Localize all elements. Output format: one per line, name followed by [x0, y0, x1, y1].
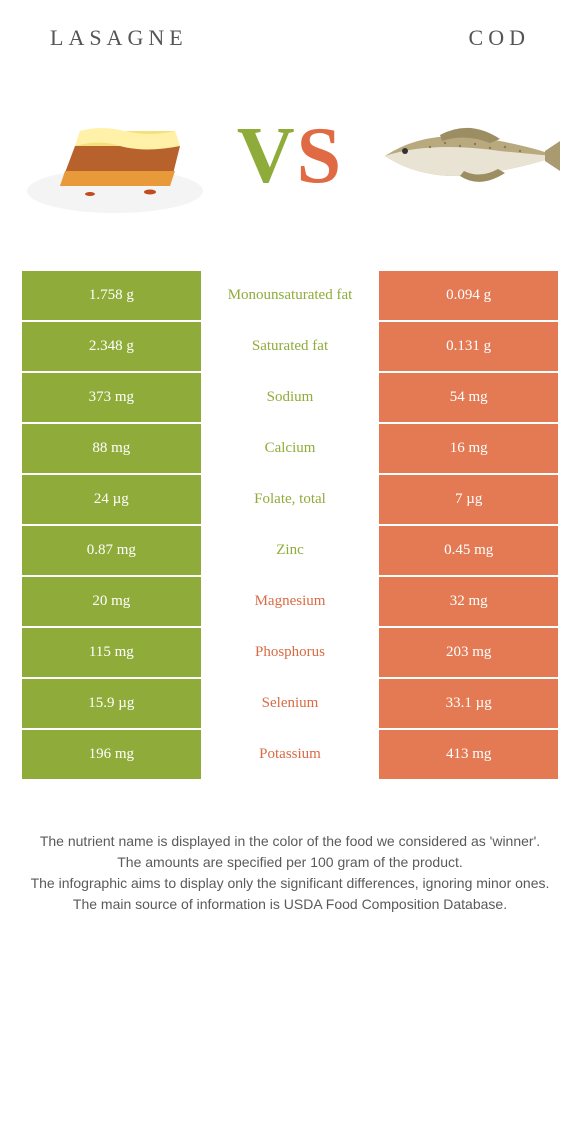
footer-line-3: The infographic aims to display only the… [28, 873, 552, 894]
left-food-title: LASAGNE [50, 25, 188, 51]
table-row: 88 mgCalcium16 mg [22, 424, 558, 475]
nutrient-label: Folate, total [201, 475, 380, 526]
nutrient-label: Saturated fat [201, 322, 380, 373]
table-row: 24 µgFolate, total7 µg [22, 475, 558, 526]
left-value: 115 mg [22, 628, 201, 679]
comparison-header: LASAGNE COD [0, 0, 580, 61]
left-value: 0.87 mg [22, 526, 201, 577]
left-value: 1.758 g [22, 271, 201, 322]
footer-notes: The nutrient name is displayed in the co… [0, 781, 580, 915]
footer-line-2: The amounts are specified per 100 gram o… [28, 852, 552, 873]
nutrient-label: Potassium [201, 730, 380, 781]
lasagne-image [20, 91, 210, 221]
vs-v: V [237, 111, 297, 202]
table-row: 115 mgPhosphorus203 mg [22, 628, 558, 679]
left-value: 196 mg [22, 730, 201, 781]
nutrient-label: Phosphorus [201, 628, 380, 679]
right-food-title: COD [469, 25, 530, 51]
table-row: 373 mgSodium54 mg [22, 373, 558, 424]
right-value: 32 mg [379, 577, 558, 628]
footer-line-1: The nutrient name is displayed in the co… [28, 831, 552, 852]
right-value: 0.131 g [379, 322, 558, 373]
nutrient-label: Zinc [201, 526, 380, 577]
table-row: 1.758 gMonounsaturated fat0.094 g [22, 271, 558, 322]
left-value: 2.348 g [22, 322, 201, 373]
right-value: 54 mg [379, 373, 558, 424]
cod-image [370, 91, 560, 221]
nutrient-label: Selenium [201, 679, 380, 730]
left-value: 24 µg [22, 475, 201, 526]
left-value: 88 mg [22, 424, 201, 475]
right-value: 33.1 µg [379, 679, 558, 730]
footer-line-4: The main source of information is USDA F… [28, 894, 552, 915]
vs-s: S [297, 111, 344, 202]
table-row: 20 mgMagnesium32 mg [22, 577, 558, 628]
table-row: 15.9 µgSelenium33.1 µg [22, 679, 558, 730]
left-value: 15.9 µg [22, 679, 201, 730]
nutrient-comparison-table: 1.758 gMonounsaturated fat0.094 g2.348 g… [22, 271, 558, 781]
right-value: 0.45 mg [379, 526, 558, 577]
right-value: 0.094 g [379, 271, 558, 322]
right-value: 16 mg [379, 424, 558, 475]
hero-row: VS [0, 61, 580, 271]
nutrient-label: Magnesium [201, 577, 380, 628]
vs-label: VS [237, 111, 343, 202]
table-row: 0.87 mgZinc0.45 mg [22, 526, 558, 577]
right-value: 413 mg [379, 730, 558, 781]
right-value: 203 mg [379, 628, 558, 679]
right-value: 7 µg [379, 475, 558, 526]
table-row: 196 mgPotassium413 mg [22, 730, 558, 781]
left-value: 373 mg [22, 373, 201, 424]
left-value: 20 mg [22, 577, 201, 628]
nutrient-label: Monounsaturated fat [201, 271, 380, 322]
nutrient-label: Sodium [201, 373, 380, 424]
nutrient-label: Calcium [201, 424, 380, 475]
table-row: 2.348 gSaturated fat0.131 g [22, 322, 558, 373]
